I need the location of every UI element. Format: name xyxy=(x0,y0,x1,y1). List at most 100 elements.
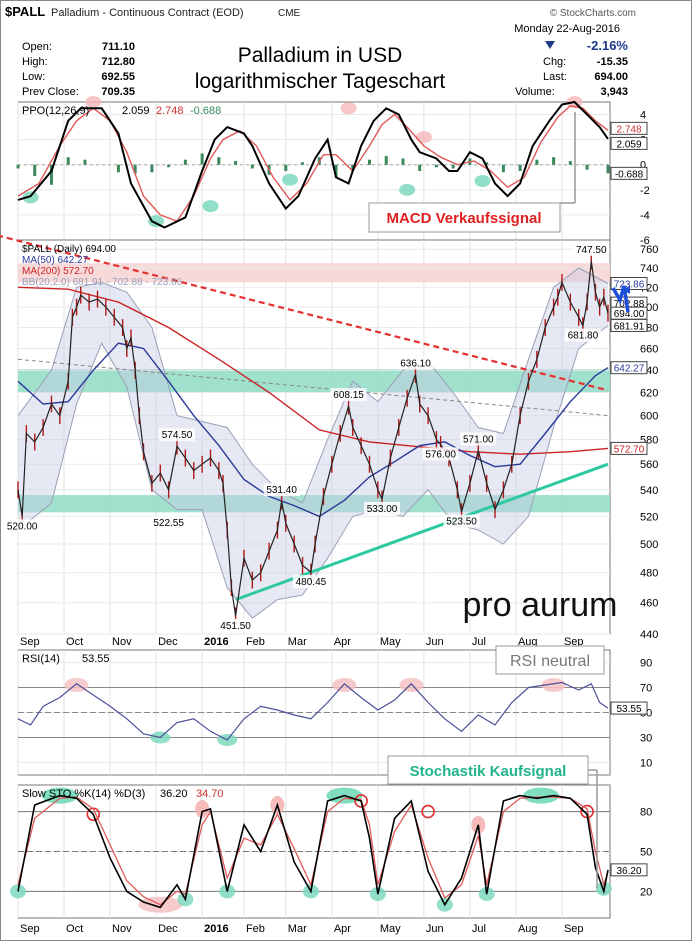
price-extreme-label: 451.50 xyxy=(220,621,251,632)
ppo-histogram-bar xyxy=(518,164,522,171)
stoch-x-label: Sep xyxy=(20,923,40,935)
ppo-histogram-bar xyxy=(116,164,120,173)
price-x-label: Sep xyxy=(564,636,584,648)
price-label-bg xyxy=(422,447,459,461)
rsi-legend-label: RSI(14) xyxy=(22,653,60,665)
price-x-label: Jun xyxy=(426,636,444,648)
stoch-sell-circle xyxy=(421,804,435,819)
stoch-x-label: Jul xyxy=(472,923,486,935)
price-close-line xyxy=(17,260,609,616)
stoch-sell-circle xyxy=(354,794,368,808)
stoch-x-label: 2016 xyxy=(204,923,228,935)
ppo-last-hist-label: -0.688 xyxy=(615,169,644,180)
price-extreme-label: 533.00 xyxy=(367,504,398,515)
price-last-label-box xyxy=(610,361,648,375)
stoch-legend-k: 36.20 xyxy=(160,788,188,800)
ppo-buy-marker xyxy=(399,183,416,196)
price-tick-label: 560 xyxy=(640,459,658,471)
rsi-overbought-marker xyxy=(541,678,566,692)
ohlc-high-label: High: xyxy=(22,56,48,68)
source-label: © StockCharts.com xyxy=(550,8,636,19)
ppo-panel: -6-4-2024PPO(12,26,9)2.0592.748-0.6882.7… xyxy=(16,96,650,247)
stoch-x-label: Nov xyxy=(112,923,132,935)
ppo-tick-label: -6 xyxy=(640,235,650,247)
ppo-histogram-bar xyxy=(434,164,438,168)
ppo-histogram-bar xyxy=(535,159,539,165)
price-tick-label: 660 xyxy=(640,344,658,356)
price-tick-label: 620 xyxy=(640,388,658,400)
blue-arrowhead-icon xyxy=(622,286,630,294)
price-panel: 4404604805005205405605806006206406606807… xyxy=(0,235,658,648)
ppo-buy-marker xyxy=(474,175,491,188)
price-x-label: Sep xyxy=(20,636,40,648)
price-label-bg xyxy=(159,428,196,442)
price-last-label: 694.00 xyxy=(614,309,645,320)
ohlc-low-label: Low: xyxy=(22,71,45,83)
stoch-peak-marker xyxy=(195,799,210,818)
price-tick-label: 480 xyxy=(640,568,658,580)
ohlc-open-value: 711.10 xyxy=(102,41,135,53)
price-legend-item: $PALL (Daily) 694.00 xyxy=(22,244,116,255)
price-label-bg xyxy=(397,356,434,370)
ppo-histogram-bar xyxy=(200,153,204,165)
price-last-label: 723.86 xyxy=(614,280,645,291)
rsi-annotation-text: RSI neutral xyxy=(510,653,590,670)
exchange-label: CME xyxy=(278,8,301,19)
price-extreme-label: 523.50 xyxy=(446,517,477,528)
price-x-label: May xyxy=(380,636,401,648)
price-extreme-label: 520.00 xyxy=(7,521,38,532)
price-label-bg xyxy=(292,575,329,589)
ppo-histogram-bar xyxy=(552,157,556,165)
price-extreme-label: 480.45 xyxy=(296,577,327,588)
price-last-label-box xyxy=(610,441,648,455)
blue-n-arrow-icon xyxy=(611,285,630,313)
ppo-histogram-bar xyxy=(334,164,338,178)
ma50-line xyxy=(17,342,609,518)
price-label-bg xyxy=(564,328,601,342)
rsi-tick-label: 90 xyxy=(640,658,652,670)
rsi-overbought-marker xyxy=(332,678,357,692)
price-tick-label: 600 xyxy=(640,411,658,423)
ppo-line xyxy=(17,100,609,229)
price-x-label: Feb xyxy=(246,636,265,648)
ppo-buy-marker xyxy=(202,200,219,213)
stoch-x-label: Mar xyxy=(288,923,307,935)
price-tick-label: 740 xyxy=(640,263,658,275)
price-x-label: Apr xyxy=(334,636,351,648)
change-pct: -2.16% xyxy=(587,38,629,53)
price-x-label: Mar xyxy=(288,636,307,648)
ppo-histogram-bar xyxy=(16,164,20,169)
chart-header: $PALL Palladium - Continuous Contract (E… xyxy=(5,4,636,98)
rsi-last-label: 53.55 xyxy=(616,704,641,715)
ppo-histogram-bar xyxy=(501,164,505,173)
bollinger-upper-line xyxy=(17,267,609,504)
stat-chg-label: Chg: xyxy=(543,56,566,68)
ppo-histogram-bar xyxy=(66,157,70,165)
ppo-histogram-bar xyxy=(167,164,171,168)
ohlc-prevclose-label: Prev Close: xyxy=(22,86,79,98)
down-arrow-icon xyxy=(545,41,555,49)
price-tick-label: 440 xyxy=(640,629,658,641)
stoch-legend-label: Slow STO %K(14) %D(3) xyxy=(22,788,145,800)
stoch-last-label-box xyxy=(610,863,648,877)
stoch-panel: 20 50 80 Slow STO %K(14) %D(3) 36.20 34.70 36.… xyxy=(10,784,652,935)
ppo-tick-label: 0 xyxy=(640,160,646,172)
chart-title-line1: Palladium in USD xyxy=(238,44,403,67)
downtrend-line xyxy=(0,235,609,392)
rsi-overbought-marker xyxy=(399,678,424,692)
price-legend-item: MA(200) 572.70 xyxy=(22,266,94,277)
price-tick-label: 460 xyxy=(640,598,658,610)
ppo-histogram-bar xyxy=(83,159,87,165)
ppo-histogram-bar xyxy=(183,159,187,165)
ppo-histogram-bar xyxy=(33,164,37,177)
ppo-sell-marker xyxy=(85,96,102,108)
price-last-label: 702.88 xyxy=(614,299,645,310)
ppo-histogram-bar xyxy=(451,164,455,169)
price-tick-label: 520 xyxy=(640,511,658,523)
stat-volume-label: Volume: xyxy=(515,86,555,98)
stat-last-value: 694.00 xyxy=(594,71,628,83)
price-label-bg xyxy=(443,514,480,528)
ppo-legend-value: 2.059 xyxy=(122,105,150,117)
ppo-histogram-bar xyxy=(284,164,288,171)
